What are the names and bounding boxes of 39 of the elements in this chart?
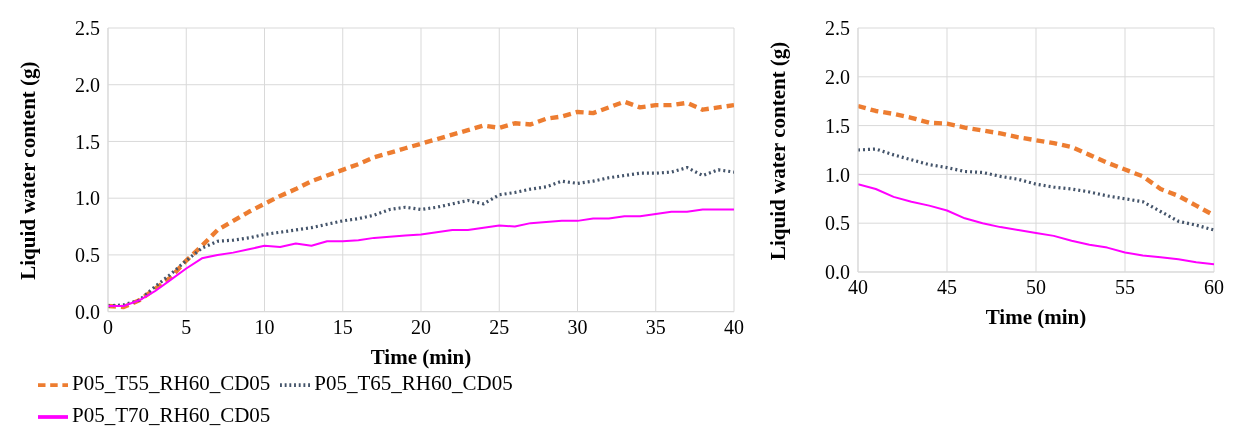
y-tick-label: 1.5 bbox=[75, 130, 100, 153]
y-tick-label: 2.5 bbox=[825, 17, 850, 40]
x-tick-label: 40 bbox=[724, 315, 744, 338]
y-tick-label: 0.0 bbox=[75, 300, 100, 323]
legend-label: P05_T65_RH60_CD05 bbox=[314, 370, 513, 395]
x-tick-label: 15 bbox=[332, 315, 353, 338]
y-tick-label: 0.5 bbox=[825, 212, 850, 235]
line-series bbox=[108, 99, 734, 310]
legend-label: P05_T70_RH60_CD05 bbox=[72, 402, 271, 427]
y-tick-label: 1.5 bbox=[825, 114, 850, 137]
y-axis-title: Liquid water content (g) bbox=[766, 41, 791, 260]
x-tick-label: 10 bbox=[254, 315, 275, 338]
line-series bbox=[858, 147, 1214, 232]
x-tick-label: 5 bbox=[181, 315, 192, 338]
x-tick-label: 50 bbox=[1026, 276, 1046, 299]
y-axis-title: Liquid water content (g) bbox=[16, 61, 41, 280]
x-tick-label: 40 bbox=[848, 276, 868, 299]
y-tick-label: 2.0 bbox=[825, 65, 850, 88]
x-tick-label: 35 bbox=[645, 315, 666, 338]
y-tick-label: 2.0 bbox=[75, 73, 100, 96]
line-series bbox=[108, 208, 734, 307]
x-tick-label: 0 bbox=[103, 315, 113, 338]
x-tick-label: 20 bbox=[411, 315, 431, 338]
y-tick-label: 1.0 bbox=[825, 163, 850, 186]
x-tick-label: 45 bbox=[937, 276, 957, 299]
legend-label: P05_T55_RH60_CD05 bbox=[72, 370, 271, 395]
line-series bbox=[858, 183, 1214, 266]
y-tick-label: 1.0 bbox=[75, 187, 100, 210]
x-axis-title: Time (min) bbox=[370, 344, 472, 369]
y-tick-label: 0.5 bbox=[75, 244, 100, 266]
x-axis-title: Time (min) bbox=[985, 305, 1087, 329]
line-series bbox=[108, 165, 734, 308]
x-tick-label: 60 bbox=[1204, 276, 1224, 299]
x-tick-label: 30 bbox=[567, 315, 588, 338]
x-tick-label: 55 bbox=[1115, 276, 1135, 299]
y-tick-label: 2.5 bbox=[75, 17, 100, 40]
x-tick-label: 25 bbox=[489, 315, 510, 338]
line-series bbox=[858, 103, 1214, 218]
y-tick-label: 0.0 bbox=[825, 261, 850, 284]
